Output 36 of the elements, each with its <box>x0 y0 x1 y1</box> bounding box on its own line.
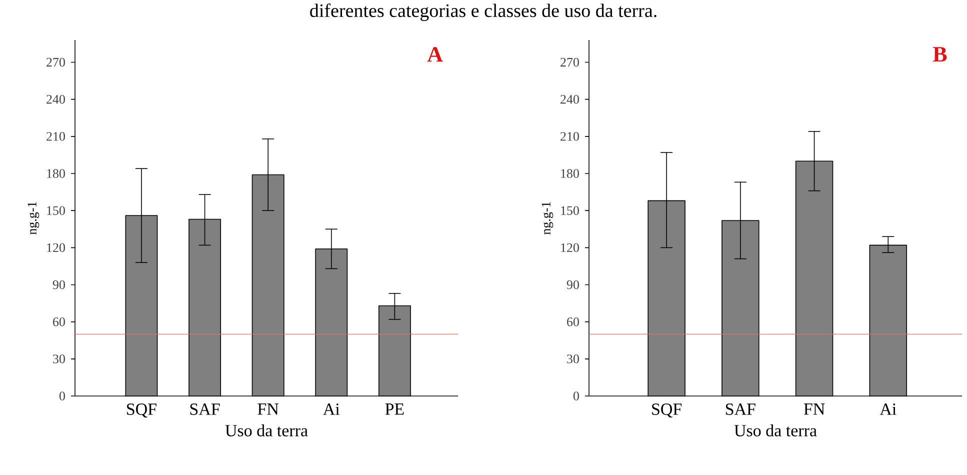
x-tick-label: SAF <box>190 404 220 415</box>
text: diferentes categorias e classes de uso da terra. <box>310 4 656 21</box>
y-tick-label: 120 <box>561 243 579 252</box>
y-tick-label: 180 <box>47 169 65 178</box>
x-tick-label: Ai <box>880 404 896 415</box>
x-tick-label: Ai <box>323 404 340 415</box>
y-tick-label: 240 <box>560 94 579 104</box>
y-tick-label: 270 <box>46 58 65 67</box>
y-tick-label: 90 <box>566 280 579 290</box>
y-axis-title: ng.g-1 <box>28 202 40 234</box>
y-tick-label: 150 <box>561 206 579 215</box>
y-tick-label: 270 <box>560 58 579 67</box>
y-axis-title: ng.g-1 <box>542 202 554 234</box>
x-tick-label: SAF <box>726 404 756 415</box>
x-axis-title: Uso da terra <box>734 424 817 436</box>
x-axis-title: Uso da terra <box>225 424 308 436</box>
chart-title: B <box>932 47 947 62</box>
y-tick-label: 60 <box>567 317 579 326</box>
y-tick-label: 150 <box>47 206 65 215</box>
x-tick-label: SQF <box>127 404 156 418</box>
y-tick-label: 210 <box>560 132 579 141</box>
y-tick-label: 120 <box>47 243 65 252</box>
chart-title: A <box>427 47 443 62</box>
x-tick-label: SQF <box>652 404 682 418</box>
y-tick-label: 60 <box>53 317 65 326</box>
y-tick-label: 30 <box>567 354 579 364</box>
y-tick-label: 180 <box>561 169 579 178</box>
x-tick-label: PE <box>385 404 404 415</box>
y-tick-label: 0 <box>59 392 65 400</box>
y-tick-label: 90 <box>52 280 65 290</box>
y-tick-label: 210 <box>46 132 65 141</box>
x-tick-label: FN <box>258 404 279 415</box>
x-tick-label: FN <box>804 404 825 415</box>
y-tick-label: 0 <box>573 392 579 400</box>
y-tick-label: 30 <box>53 354 65 364</box>
y-tick-label: 240 <box>46 94 65 104</box>
